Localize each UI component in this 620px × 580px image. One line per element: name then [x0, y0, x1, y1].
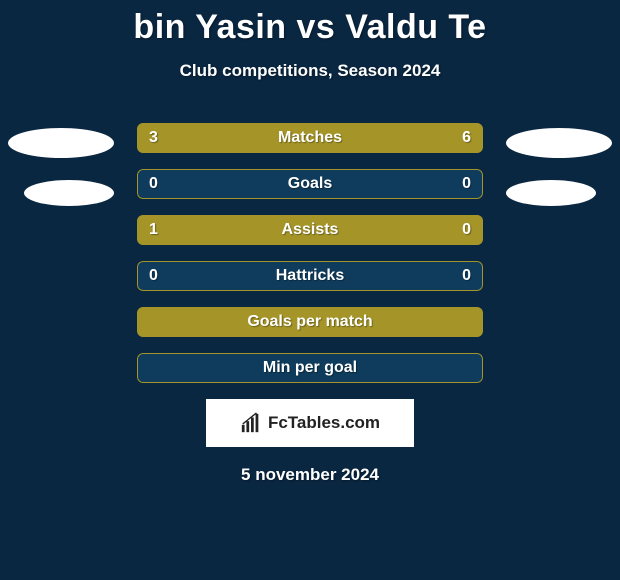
stat-value-right: 0: [462, 175, 471, 193]
stat-row: 10Assists: [137, 215, 483, 245]
stat-fill-left: [137, 215, 483, 245]
stat-value-left: 0: [149, 175, 158, 193]
stat-value-right: 0: [462, 267, 471, 285]
stat-track: [137, 169, 483, 199]
stat-fill-right: [252, 123, 483, 153]
stat-value-right: 0: [462, 221, 471, 239]
stat-value-left: 0: [149, 267, 158, 285]
avatar-right-secondary: [506, 180, 596, 206]
stat-value-left: 1: [149, 221, 158, 239]
avatar-left-secondary: [24, 180, 114, 206]
avatar-right-primary: [506, 128, 612, 158]
comparison-chart: 36Matches00Goals10Assists00HattricksGoal…: [0, 123, 620, 383]
stat-row: 00Hattricks: [137, 261, 483, 291]
logo-text: FcTables.com: [268, 413, 380, 433]
stat-row: 00Goals: [137, 169, 483, 199]
stat-value-right: 6: [462, 129, 471, 147]
page-subtitle: Club competitions, Season 2024: [0, 61, 620, 81]
avatar-left-primary: [8, 128, 114, 158]
stat-track: [137, 353, 483, 383]
stat-row: Min per goal: [137, 353, 483, 383]
stat-row: 36Matches: [137, 123, 483, 153]
page-title: bin Yasin vs Valdu Te: [0, 0, 620, 47]
stat-fill-full: [137, 307, 483, 337]
stat-bars-container: 36Matches00Goals10Assists00HattricksGoal…: [137, 123, 483, 383]
logo-box: FcTables.com: [206, 399, 414, 447]
date-text: 5 november 2024: [0, 465, 620, 485]
stat-row: Goals per match: [137, 307, 483, 337]
stat-track: [137, 261, 483, 291]
stat-value-left: 3: [149, 129, 158, 147]
fctables-icon: [240, 412, 262, 434]
